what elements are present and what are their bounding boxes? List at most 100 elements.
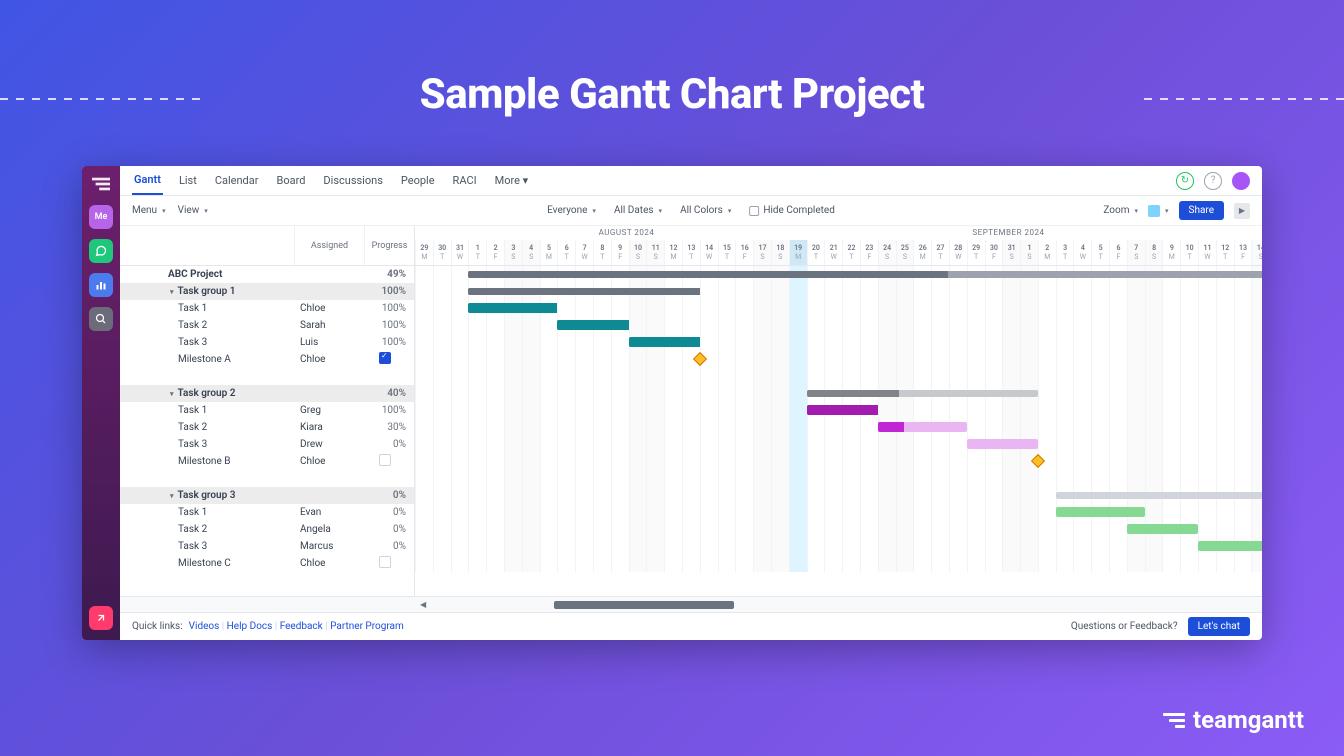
footer-link-help-docs[interactable]: Help Docs [227, 621, 273, 632]
gantt-bar[interactable] [878, 422, 967, 432]
task-name: ABC Project [120, 269, 294, 280]
milestone-checkbox[interactable] [379, 352, 391, 364]
tab-raci[interactable]: RACI [451, 167, 479, 194]
footer-bar: Quick links: Videos | Help Docs | Feedba… [120, 612, 1262, 640]
tab-discussions[interactable]: Discussions [321, 167, 384, 194]
task-progress: 0% [364, 507, 414, 518]
gantt-bar[interactable] [1056, 507, 1145, 517]
view-dropdown[interactable]: View [178, 205, 208, 216]
col-assigned-header: Assigned [294, 226, 364, 265]
task-row[interactable]: Milestone AChloe [120, 351, 414, 368]
rail-upgrade-icon[interactable] [89, 606, 113, 630]
task-row[interactable]: Task 2Kiara30% [120, 419, 414, 436]
history-icon[interactable]: ↻ [1176, 172, 1194, 190]
task-row[interactable]: Task 2Sarah100% [120, 317, 414, 334]
gantt-bar[interactable] [468, 271, 1262, 278]
gantt-row [415, 317, 1262, 334]
gantt-bar[interactable] [807, 405, 878, 415]
gantt-bar[interactable] [468, 288, 699, 295]
brand-logo: teamgantt [1163, 706, 1304, 734]
day-column: 17S [753, 240, 771, 265]
day-column: 31W [451, 240, 469, 265]
footer-link-partner-program[interactable]: Partner Program [330, 621, 404, 632]
rail-me-button[interactable]: Me [89, 205, 113, 229]
task-row[interactable]: Task 1Evan0% [120, 504, 414, 521]
month-label: AUGUST 2024 [599, 228, 655, 237]
milestone-diamond-icon[interactable] [1031, 454, 1045, 468]
day-column: 19M [789, 240, 807, 265]
task-row[interactable]: Task 1Chloe100% [120, 300, 414, 317]
app-window: Me Gantt List Calendar Board Discussions Peop… [82, 166, 1262, 640]
gantt-bar[interactable] [967, 439, 1038, 449]
gantt-bar[interactable] [1056, 492, 1262, 499]
gantt-bar[interactable] [557, 320, 628, 330]
gantt-bar[interactable] [468, 303, 557, 313]
zoom-dropdown[interactable]: Zoom [1103, 205, 1138, 216]
day-column: 3T [1056, 240, 1074, 265]
dates-dropdown[interactable]: All Dates [614, 205, 662, 216]
colors-dropdown[interactable]: All Colors [680, 205, 731, 216]
gantt-row [415, 385, 1262, 402]
task-row[interactable]: Task 1Greg100% [120, 402, 414, 419]
task-row[interactable]: Milestone CChloe [120, 555, 414, 572]
task-progress [364, 454, 414, 469]
rail-search-icon[interactable] [89, 307, 113, 331]
gantt-row [415, 334, 1262, 351]
tab-gantt[interactable]: Gantt [132, 166, 163, 195]
everyone-dropdown[interactable]: Everyone [547, 205, 596, 216]
gantt-row [415, 487, 1262, 504]
task-row[interactable]: Task 3Marcus0% [120, 538, 414, 555]
scroll-left-icon[interactable]: ◀ [420, 600, 426, 609]
task-row[interactable]: Task 3Luis100% [120, 334, 414, 351]
gantt-row [415, 555, 1262, 572]
milestone-checkbox[interactable] [379, 556, 391, 568]
rail-logo-icon[interactable] [92, 176, 110, 195]
footer-link-feedback[interactable]: Feedback [280, 621, 323, 632]
task-row[interactable]: Task 2Angela0% [120, 521, 414, 538]
task-row[interactable]: Task group 240% [120, 385, 414, 402]
gantt-bar[interactable] [629, 337, 700, 347]
month-label: SEPTEMBER 2024 [972, 228, 1044, 237]
day-column: 1S [1020, 240, 1038, 265]
day-column: 10T [1180, 240, 1198, 265]
task-assigned: Angela [294, 524, 364, 535]
task-row[interactable]: ABC Project49% [120, 266, 414, 283]
help-icon[interactable]: ? [1204, 172, 1222, 190]
task-assigned: Chloe [294, 456, 364, 467]
task-assigned: Marcus [294, 541, 364, 552]
tab-more[interactable]: More ▾ [493, 167, 531, 194]
task-row[interactable]: Task 3Drew0% [120, 436, 414, 453]
task-row[interactable]: Milestone BChloe [120, 453, 414, 470]
task-row[interactable]: Task group 1100% [120, 283, 414, 300]
tab-board[interactable]: Board [274, 167, 307, 194]
gantt-bar[interactable] [1198, 541, 1262, 551]
color-legend-dropdown[interactable] [1148, 205, 1169, 217]
task-name: Task group 3 [120, 490, 294, 501]
hide-completed-label: Hide Completed [763, 205, 835, 216]
tab-calendar[interactable]: Calendar [213, 167, 261, 194]
user-avatar[interactable] [1232, 172, 1250, 190]
task-row[interactable]: Task group 30% [120, 487, 414, 504]
horizontal-scrollbar[interactable]: ◀ [120, 596, 1262, 612]
present-icon[interactable]: ▶ [1234, 203, 1250, 219]
gantt-bar[interactable] [1127, 524, 1198, 534]
milestone-diamond-icon[interactable] [693, 352, 707, 366]
task-assigned: Drew [294, 439, 364, 450]
scrollbar-thumb[interactable] [554, 601, 734, 609]
menu-dropdown[interactable]: Menu [132, 205, 166, 216]
hide-completed-toggle[interactable]: Hide Completed [749, 205, 835, 216]
gantt-row [415, 283, 1262, 300]
milestone-checkbox[interactable] [379, 454, 391, 466]
tab-list[interactable]: List [177, 167, 199, 194]
footer-link-videos[interactable]: Videos [189, 621, 220, 632]
task-progress: 100% [364, 286, 414, 297]
rail-chat-icon[interactable] [89, 239, 113, 263]
rail-reports-icon[interactable] [89, 273, 113, 297]
task-name: Milestone C [120, 558, 294, 569]
share-button[interactable]: Share [1179, 201, 1224, 220]
hide-completed-checkbox[interactable] [749, 206, 759, 216]
tab-people[interactable]: People [399, 167, 437, 194]
gantt-bar[interactable] [807, 390, 1038, 397]
chat-button[interactable]: Let's chat [1188, 617, 1250, 636]
day-column: 12T [1216, 240, 1234, 265]
